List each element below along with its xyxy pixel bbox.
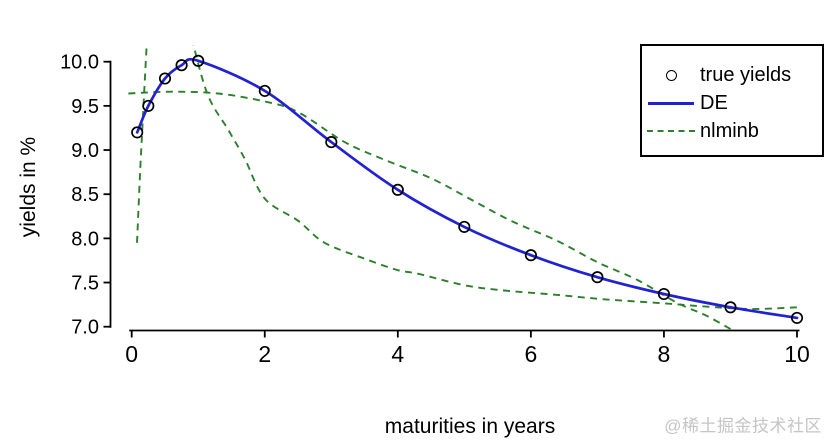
open-circle-marker-icon xyxy=(665,69,677,81)
true-yield-point xyxy=(524,249,537,262)
legend-symbol-area xyxy=(642,69,700,81)
true-yield-point xyxy=(258,84,271,97)
y-tick-label: 7.0 xyxy=(71,317,99,339)
x-tick-label: 0 xyxy=(125,341,138,367)
legend-label-de: DE xyxy=(700,92,728,114)
legend-box: true yields DE nlminb xyxy=(640,44,824,157)
y-tick-label: 10.0 xyxy=(60,52,99,74)
legend-label-true-yields: true yields xyxy=(700,64,792,86)
y-tick-label: 9.5 xyxy=(71,96,99,118)
legend-entry-true-yields: true yields xyxy=(642,61,822,89)
legend-entry-nlminb: nlminb xyxy=(642,117,822,145)
dashed-line-swatch-icon xyxy=(647,130,695,132)
x-tick-label: 10 xyxy=(784,341,810,367)
true-yield-point xyxy=(591,271,604,284)
y-tick-label: 9.0 xyxy=(71,140,99,162)
legend-symbol-area xyxy=(642,101,700,105)
watermark-text: @稀土掘金技术社区 xyxy=(664,416,822,436)
true-yield-point xyxy=(391,183,404,196)
legend-symbol-area xyxy=(642,130,700,132)
series-de-line xyxy=(135,57,799,320)
true-yield-point xyxy=(131,126,144,139)
true-yield-point xyxy=(192,54,205,67)
legend-label-nlminb: nlminb xyxy=(700,120,759,142)
true-yield-point xyxy=(175,59,188,72)
x-axis-title: maturities in years xyxy=(384,415,556,438)
series-nlminb-curve xyxy=(192,45,798,310)
true-yield-point xyxy=(790,311,804,324)
legend-entry-de: DE xyxy=(642,89,822,117)
true-yield-point xyxy=(325,136,338,149)
true-yield-point xyxy=(458,220,471,233)
series-true-yields-points xyxy=(131,54,804,324)
x-tick-label: 6 xyxy=(524,341,537,367)
solid-line-swatch-icon xyxy=(648,101,694,105)
x-tick-label: 2 xyxy=(258,341,271,367)
true-yield-point xyxy=(158,72,172,85)
true-yield-point xyxy=(724,301,737,314)
y-tick-label: 8.0 xyxy=(71,228,99,250)
y-tick-label: 7.5 xyxy=(71,273,99,295)
true-yield-point xyxy=(657,287,670,301)
y-axis-title: yields in % xyxy=(17,136,40,238)
true-yield-point xyxy=(142,99,155,112)
x-tick-label: 8 xyxy=(658,341,671,367)
y-tick-label: 8.5 xyxy=(71,184,99,206)
x-tick-label: 4 xyxy=(391,341,404,367)
